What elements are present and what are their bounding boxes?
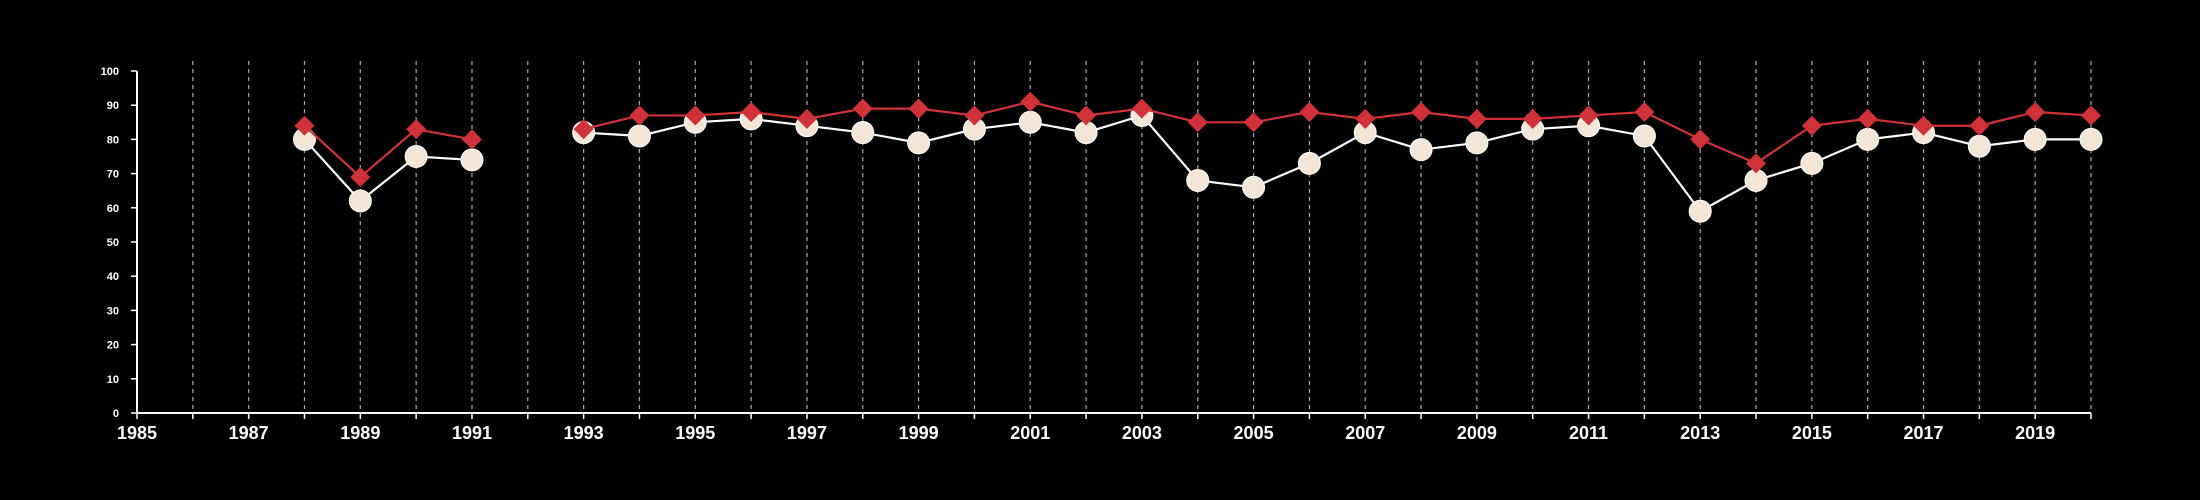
series-1-point-2001 — [1018, 110, 1042, 134]
x-tick-label-2005: 2005 — [1234, 423, 1274, 443]
y-tick-label-50: 50 — [107, 237, 119, 249]
series-2-point-1999 — [908, 98, 929, 119]
x-tick-label-2019: 2019 — [2015, 423, 2055, 443]
series-1-point-1991 — [460, 148, 484, 172]
x-tick-label-1987: 1987 — [229, 423, 269, 443]
series-2-point-1991 — [461, 129, 482, 150]
series-1-point-1994 — [627, 124, 651, 148]
y-tick-label-40: 40 — [107, 271, 119, 283]
series-2-point-1988 — [294, 115, 315, 136]
series-2-line-segment-1 — [303, 124, 473, 179]
series-1-point-1998 — [851, 121, 875, 145]
x-tick-label-2001: 2001 — [1010, 423, 1050, 443]
x-tick-label-1995: 1995 — [675, 423, 715, 443]
series-2-point-1996 — [741, 102, 762, 123]
series-2-point-2017 — [1913, 115, 1934, 136]
series-2-point-2019 — [2025, 102, 2046, 123]
series-2-point-1994 — [629, 105, 650, 126]
series-1-point-2016 — [1856, 127, 1880, 151]
series-1-point-1999 — [907, 131, 931, 155]
x-tick-label-2015: 2015 — [1792, 423, 1832, 443]
x-tick-label-1993: 1993 — [564, 423, 604, 443]
series-2 — [294, 91, 2101, 188]
series-1-point-2008 — [1409, 138, 1433, 162]
series-1-point-2020 — [2079, 127, 2103, 151]
series-1 — [292, 103, 2103, 223]
series-2-point-1997 — [796, 108, 817, 129]
series-2-line-segment-2 — [583, 100, 2092, 165]
series-2-point-1989 — [350, 167, 371, 188]
series-1-point-2013 — [1688, 199, 1712, 223]
series-2-point-2007 — [1355, 108, 1376, 129]
series-2-point-2004 — [1187, 112, 1208, 133]
series-2-point-2010 — [1522, 108, 1543, 129]
x-tick-label-1999: 1999 — [899, 423, 939, 443]
series-1-point-2006 — [1297, 151, 1321, 175]
series-2-point-2006 — [1299, 102, 1320, 123]
x-tick-label-1991: 1991 — [452, 423, 492, 443]
x-tick-label-2017: 2017 — [1903, 423, 1943, 443]
series-2-point-2009 — [1466, 108, 1487, 129]
y-tick-label-80: 80 — [107, 134, 119, 146]
series-1-point-2012 — [1632, 124, 1656, 148]
series-1-point-2015 — [1800, 151, 1824, 175]
series-1-point-2009 — [1465, 131, 1489, 155]
y-tick-label-90: 90 — [107, 100, 119, 112]
series-2-point-1995 — [685, 105, 706, 126]
y-tick-label-30: 30 — [107, 305, 119, 317]
series-2-point-2013 — [1690, 129, 1711, 150]
series-2-point-1990 — [406, 119, 427, 140]
series-1-point-1989 — [348, 189, 372, 213]
x-tick-label-1985: 1985 — [117, 423, 157, 443]
series-1-point-2019 — [2023, 127, 2047, 151]
x-tick-label-2011: 2011 — [1569, 423, 1608, 443]
x-tick-label-2013: 2013 — [1680, 423, 1720, 443]
series-2-point-2002 — [1076, 105, 1097, 126]
y-tick-label-0: 0 — [113, 408, 119, 420]
series-1-point-1990 — [404, 145, 428, 168]
x-tick-label-1997: 1997 — [787, 423, 827, 443]
series-2-point-2011 — [1578, 105, 1599, 126]
series-2-point-2020 — [2081, 105, 2101, 126]
series-1-line-segment-2 — [583, 114, 2091, 213]
series-2-point-2000 — [964, 105, 985, 126]
series-1-point-2005 — [1242, 175, 1266, 199]
x-tick-label-2007: 2007 — [1345, 423, 1385, 443]
series-2-point-2014 — [1746, 153, 1767, 174]
series-2-point-2016 — [1857, 108, 1878, 129]
y-tick-label-100: 100 — [101, 66, 119, 78]
series-2-point-2012 — [1634, 102, 1655, 123]
series-2-point-2003 — [1131, 98, 1152, 119]
series-2-point-2018 — [1969, 115, 1990, 136]
series-2-point-2005 — [1243, 112, 1264, 133]
axes: 0 10 20 30 40 50 60 70 80 90 100 1985 1987 1989 1991 19… — [101, 66, 2092, 443]
series-2-point-1993 — [573, 119, 594, 140]
x-tick-label-2009: 2009 — [1457, 423, 1497, 443]
series-2-point-2008 — [1411, 102, 1432, 123]
series-1-point-2004 — [1186, 168, 1210, 192]
series-1-point-2018 — [1967, 134, 1991, 158]
x-tick-label-2003: 2003 — [1122, 423, 1162, 443]
y-tick-label-10: 10 — [107, 374, 119, 386]
y-tick-label-20: 20 — [107, 340, 119, 352]
y-tick-label-60: 60 — [107, 203, 119, 215]
series-2-point-2015 — [1801, 115, 1822, 136]
y-tick-label-70: 70 — [107, 169, 119, 181]
series-2-point-1998 — [852, 98, 873, 119]
series-1-line-segment-1 — [303, 138, 473, 203]
x-tick-label-1989: 1989 — [340, 423, 380, 443]
series-2-point-2001 — [1020, 91, 1041, 112]
series-group — [292, 91, 2103, 223]
